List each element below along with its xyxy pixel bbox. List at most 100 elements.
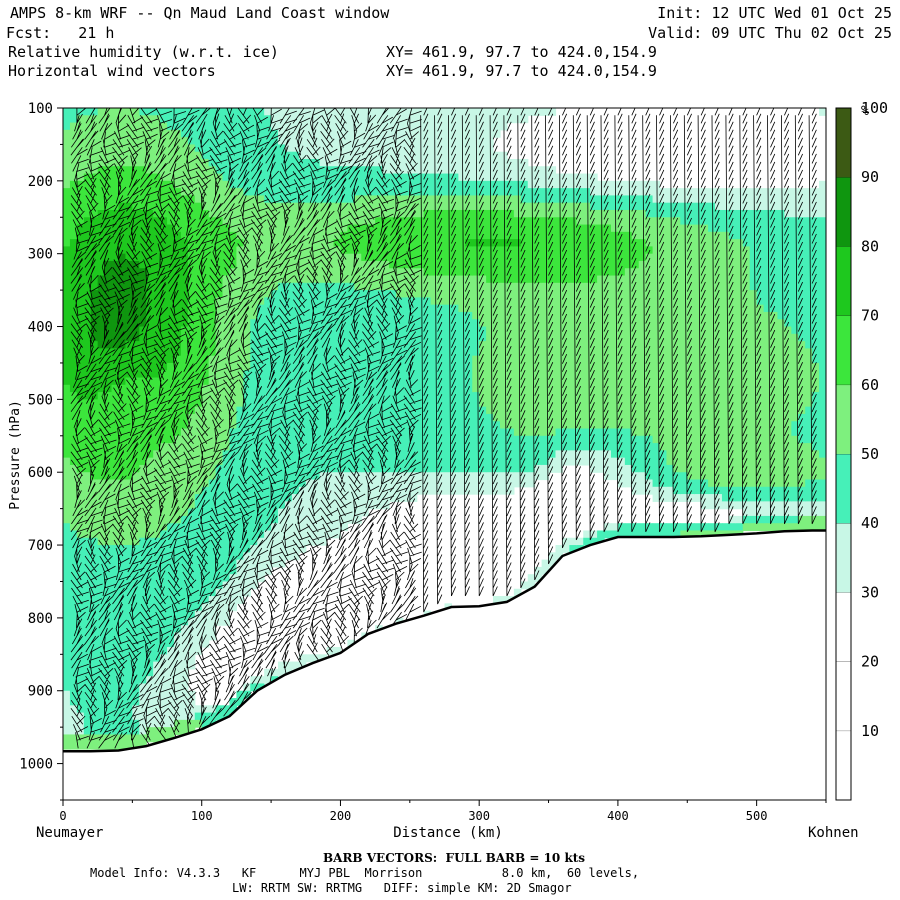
rh-cell [201,479,210,488]
rh-cell [499,297,508,306]
rh-cell [104,683,113,692]
rh-cell [153,297,161,306]
rh-cell [326,370,335,379]
rh-cell [111,137,120,146]
rh-cell [160,588,168,597]
rh-cell [326,195,335,204]
rh-cell [451,108,459,116]
rh-cell [201,209,210,218]
rh-cell [333,129,342,138]
rh-cell [222,406,231,415]
rh-cell [97,180,106,189]
rh-cell [132,676,140,685]
rh-cell [187,311,196,320]
rh-cell [541,559,550,568]
rh-cell [597,260,605,269]
rh-cell [250,239,258,247]
rh-cell [597,282,605,291]
rh-cell [187,319,196,328]
rh-cell [340,370,348,379]
rh-cell [333,311,342,320]
rh-cell [146,734,154,743]
rh-cell [333,399,342,408]
rh-cell [347,479,355,488]
rh-cell [347,188,355,197]
rh-cell [201,224,210,233]
rh-cell [368,246,376,255]
rh-cell [194,224,203,233]
rh-cell [465,202,473,211]
rh-cell [97,268,106,277]
rh-cell [382,348,390,357]
rh-cell [479,464,487,473]
rh-cell [132,355,140,364]
rh-cell [215,399,224,408]
rh-cell [215,559,224,568]
rh-cell [180,282,189,291]
rh-cell [229,108,238,116]
rh-cell [180,304,189,313]
rh-cell [201,523,210,532]
rh-cell [416,464,425,473]
rh-cell [90,326,99,335]
rh-cell [118,712,127,721]
rh-cell [576,450,584,459]
rh-cell [278,319,286,328]
rh-cell [146,370,154,379]
rh-cell [111,625,120,634]
rh-cell [76,282,85,291]
rh-cell [402,421,411,430]
rh-cell [291,180,300,189]
rh-cell [271,545,279,553]
rh-cell [499,406,508,415]
rh-cell [63,741,71,750]
rh-cell [479,115,487,124]
rh-cell [361,246,369,255]
rh-cell [69,180,78,189]
rh-cell [437,413,446,422]
rh-cell [513,290,522,298]
rh-cell [402,137,411,146]
rh-cell [284,275,293,284]
rh-cell [104,144,113,153]
rh-cell [160,333,168,342]
rh-cell [167,545,175,553]
rh-cell [444,166,453,175]
rh-cell [541,566,550,575]
rh-cell [264,668,272,677]
rh-cell [340,435,348,444]
rh-cell [493,275,501,284]
rh-cell [250,443,258,451]
rh-cell [139,384,147,393]
rh-cell [111,435,120,444]
rh-cell [278,217,286,226]
rh-cell [305,166,314,175]
rh-cell [90,661,99,670]
rh-cell [493,290,501,298]
rh-cell [139,537,147,546]
rh-cell [76,370,85,379]
rh-cell [63,406,71,415]
rh-cell [264,566,272,575]
rh-cell [63,603,71,612]
rh-cell [139,588,147,597]
rh-cell [83,122,92,131]
rh-cell [208,712,217,721]
rh-cell [375,384,383,393]
rh-cell [555,217,564,226]
rh-cell [76,231,85,240]
rh-cell [416,435,425,444]
rh-cell [208,144,217,153]
rh-cell [173,421,182,430]
rh-cell [298,479,307,488]
rh-cell [278,195,286,204]
rh-cell [90,515,99,524]
rh-cell [291,384,300,393]
rh-cell [146,705,154,714]
rh-cell [153,166,161,175]
rh-cell [104,596,113,604]
rh-cell [271,290,279,298]
rh-cell [97,610,106,619]
rh-cell [69,566,78,575]
rh-cell [90,224,99,233]
